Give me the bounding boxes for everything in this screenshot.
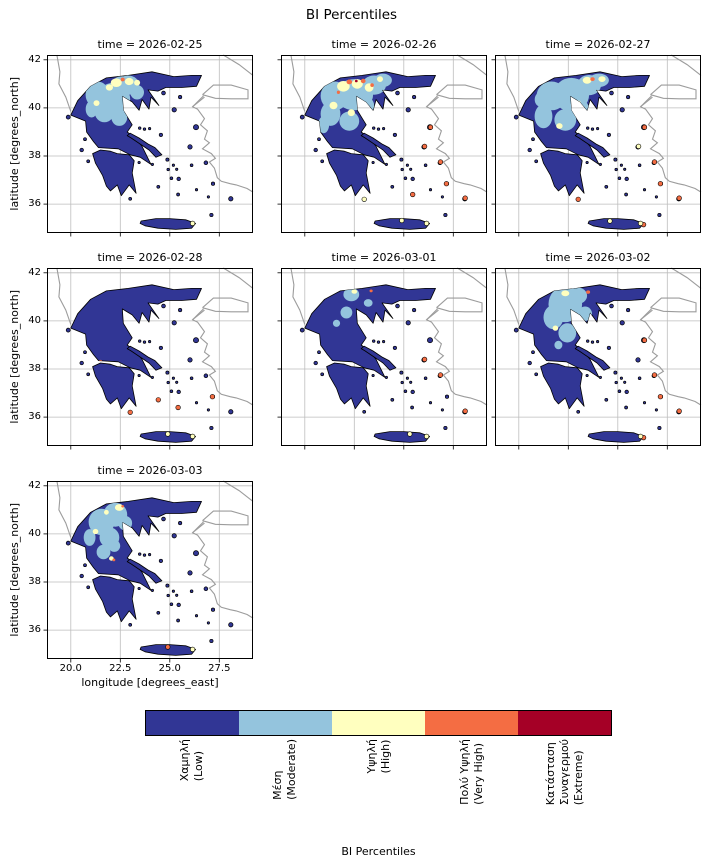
y-tick-label: 36: [28, 624, 41, 636]
facet-panel-2026-02-26: time = 2026-02-26: [277, 38, 488, 237]
greece-map: [277, 267, 488, 450]
y-tick-label: 42: [28, 266, 41, 278]
y-axis-label: latitude [degrees_north]: [8, 77, 21, 211]
colorbar-segment-low: [146, 711, 239, 735]
facet-panel-2026-03-03: time = 2026-03-03 42 40 38 36 latitude [degre…: [8, 464, 254, 674]
colorbar-labels: Χαμηλή (Low) Μέση (Moderate) Υψηλή (High) Πολύ…: [145, 739, 612, 841]
y-axis-label: latitude [degrees_north]: [8, 290, 21, 424]
y-tick-label: 40: [28, 101, 41, 113]
y-tick-label: 40: [28, 527, 41, 539]
island-category-spots: [165, 644, 196, 652]
axis-ticks: [277, 272, 454, 450]
colorbar-segment-very-high: [425, 711, 518, 735]
facet-title: time = 2026-02-27: [545, 38, 651, 51]
greece-map: [491, 267, 702, 450]
facet-panel-2026-03-01: time = 2026-03-01: [277, 251, 488, 450]
axis-ticks: [491, 59, 668, 237]
greece-map: [43, 54, 254, 237]
y-tick-label: 36: [28, 198, 41, 210]
facet-title: time = 2026-02-28: [97, 251, 203, 264]
axis-ticks: [277, 59, 454, 237]
neighbor-coastlines: [504, 267, 702, 406]
colorbar-segment-high: [332, 711, 425, 735]
islands: [65, 516, 234, 644]
neighbor-coastlines: [56, 267, 254, 406]
neighbor-coastlines: [290, 267, 488, 406]
axis-ticks: [491, 272, 668, 450]
greece-map: [43, 267, 254, 450]
x-tick-label: 22.5: [109, 663, 132, 674]
neighbor-coastlines: [56, 54, 254, 193]
y-tick-label: 42: [28, 479, 41, 491]
y-tick-label: 38: [28, 150, 41, 162]
x-axis-label: longitude [degrees_east]: [81, 676, 219, 689]
greece-map: [277, 54, 488, 237]
figure-title: BI Percentiles: [305, 7, 398, 23]
colorbar-label-low: Χαμηλή (Low): [177, 739, 205, 782]
gridlines: [47, 268, 253, 446]
facet-panel-2026-02-28: time = 2026-02-28 42 40 38 36 latitude [degre…: [8, 251, 254, 450]
category-patches: [85, 75, 144, 126]
y-axis-label: latitude [degrees_north]: [8, 503, 21, 637]
x-tick-label: 20.0: [59, 663, 82, 674]
colorbar-label-moderate: Μέση (Moderate): [271, 739, 299, 800]
greece-map: [491, 54, 702, 237]
greece-map: [43, 480, 254, 663]
facet-panel-2026-03-02: time = 2026-03-02: [491, 251, 702, 450]
category-patches: [332, 287, 373, 327]
y-tick-label: 38: [28, 363, 41, 375]
islands: [299, 303, 468, 431]
y-tick-label: 38: [28, 576, 41, 588]
colorbar-label-very-high: Πολύ Υψηλή (Very High): [457, 739, 485, 805]
neighbor-coastlines: [504, 54, 702, 193]
colorbar-label-extreme: Κατάσταση Συναγερμού (Extreme): [544, 739, 586, 806]
colorbar-segment-moderate: [239, 711, 332, 735]
facet-title: time = 2026-03-03: [97, 464, 203, 477]
facet-title: time = 2026-03-01: [331, 251, 437, 264]
islands: [299, 90, 468, 218]
island-category-spots: [575, 124, 682, 228]
greece-landmass: [304, 284, 436, 443]
colorbar: [145, 710, 612, 736]
category-patches: [543, 286, 592, 350]
facet-title: time = 2026-03-02: [545, 251, 651, 264]
islands: [65, 90, 234, 218]
island-category-spots: [361, 124, 468, 226]
axis-ticks: [43, 59, 220, 237]
neighbor-coastlines: [56, 480, 254, 619]
greece-landmass: [70, 284, 202, 443]
category-patches: [534, 73, 609, 131]
island-category-spots: [127, 394, 215, 439]
facet-title: time = 2026-02-25: [97, 38, 203, 51]
x-tick-label: 25.0: [158, 663, 181, 674]
island-category-spots: [638, 337, 682, 441]
facet-title: time = 2026-02-26: [331, 38, 437, 51]
y-tick-label: 40: [28, 314, 41, 326]
axis-ticks: [43, 272, 220, 450]
x-tick-label: 27.5: [208, 663, 231, 674]
y-tick-label: 36: [28, 411, 41, 423]
y-tick-label: 42: [28, 53, 41, 65]
colorbar-segment-extreme: [518, 711, 611, 735]
neighbor-coastlines: [290, 54, 488, 193]
axis-ticks: [43, 485, 220, 663]
colorbar-label-high: Υψηλή (High): [364, 739, 392, 774]
island-category-spots: [407, 356, 468, 439]
island-category-spots: [190, 220, 196, 226]
colorbar-title: BI Percentiles: [341, 845, 416, 858]
category-patches: [83, 502, 133, 562]
facet-panel-2026-02-25: time = 2026-02-25 42 40 38 36 latitude [degre…: [8, 38, 254, 237]
facet-panel-2026-02-27: time = 2026-02-27: [491, 38, 702, 237]
